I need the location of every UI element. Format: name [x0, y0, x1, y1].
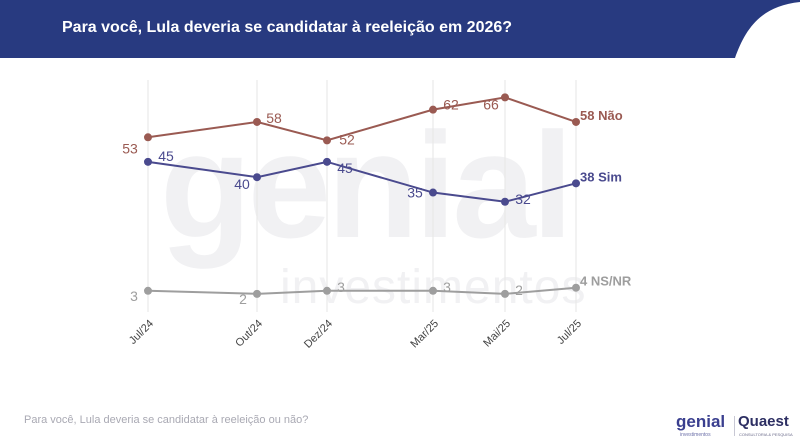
data-label: 32	[515, 191, 531, 207]
data-point	[144, 157, 152, 166]
line-chart: Jul/24 Out/24 Dez/24 Mar/25 Mai/25 Jul/25 53 58…	[122, 80, 632, 351]
x-tick-label: Out/24	[233, 318, 265, 350]
header-background	[0, 0, 800, 58]
data-point	[144, 286, 152, 295]
data-point	[323, 286, 331, 295]
data-point	[144, 133, 152, 142]
series-line-nsnr	[147, 286, 577, 295]
data-label: 3	[443, 279, 451, 295]
data-label: 2	[515, 282, 523, 298]
data-point	[572, 283, 580, 292]
data-label: 45	[337, 160, 353, 176]
data-point	[253, 289, 261, 298]
data-point	[253, 117, 261, 126]
data-label: 52	[339, 131, 355, 147]
genial-logo: genial	[676, 412, 726, 431]
quaest-logo: Quaest	[738, 413, 789, 430]
data-label: 3	[130, 288, 138, 304]
series-end-label: 58 Não	[580, 108, 623, 123]
x-tick-label: Mai/25	[481, 318, 513, 350]
data-label: 66	[483, 96, 499, 112]
genial-logo-subtitle: investimentos	[680, 432, 711, 438]
header-banner: Para você, Lula deveria se candidatar à …	[0, 0, 800, 58]
series-end-label: 4 NS/NR	[580, 274, 632, 289]
x-tick-label: Dez/24	[302, 318, 335, 351]
footer-question: Para você, Lula deveria se candidatar à …	[24, 414, 309, 426]
data-label: 62	[443, 97, 459, 113]
series-line-no	[147, 96, 577, 142]
data-label: 45	[158, 148, 174, 164]
data-label: 53	[122, 140, 138, 156]
data-point	[323, 157, 331, 166]
data-point	[501, 289, 509, 298]
x-tick-label: Jul/24	[127, 318, 156, 347]
page-title: Para você, Lula deveria se candidatar à …	[62, 19, 513, 36]
logo-divider	[734, 416, 735, 436]
x-tick-label: Mar/25	[408, 318, 441, 351]
data-point	[501, 197, 509, 206]
data-point	[429, 105, 437, 114]
series-line-sim	[147, 160, 577, 203]
series-end-label: 38 Sim	[580, 169, 622, 184]
data-label: 3	[337, 279, 345, 295]
data-point	[501, 93, 509, 102]
data-label: 2	[239, 291, 247, 307]
data-label: 35	[407, 185, 423, 201]
data-point	[572, 179, 580, 188]
x-tick-label: Jul/25	[555, 318, 584, 347]
data-point	[572, 117, 580, 126]
data-label: 40	[234, 176, 250, 192]
quaest-logo-subtitle: CONSULTORIA & PESQUISA	[739, 432, 793, 437]
data-point	[429, 188, 437, 197]
data-point	[253, 173, 261, 182]
data-label: 58	[266, 110, 282, 126]
data-point	[323, 136, 331, 145]
data-point	[429, 286, 437, 295]
